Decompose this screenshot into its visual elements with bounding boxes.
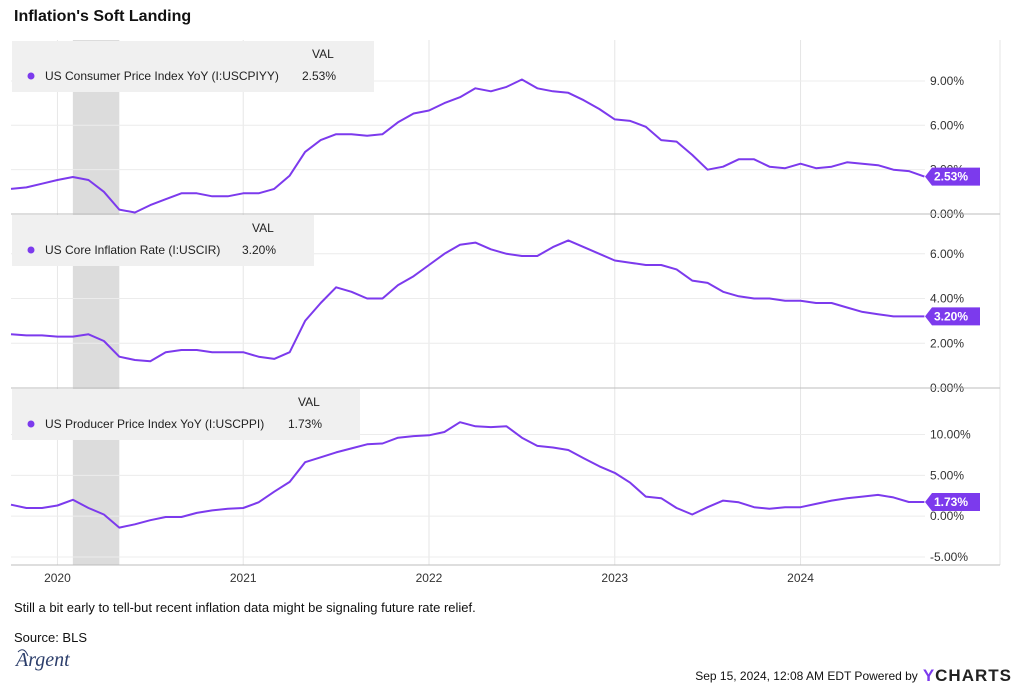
chart-caption: Still a bit early to tell-but recent inf… [14, 600, 476, 615]
y-tick-label: 4.00% [930, 292, 964, 306]
legend-value: 2.53% [302, 69, 336, 83]
legend-box [12, 215, 314, 266]
legend-header: VAL [312, 47, 334, 61]
legend-series-name: US Producer Price Index YoY (I:USCPPI) [45, 417, 264, 431]
chart-title: Inflation's Soft Landing [14, 8, 192, 25]
footer: Sep 15, 2024, 12:08 AM EDT Powered by YC… [695, 666, 1012, 686]
last-value-label: 1.73% [934, 495, 968, 509]
legend-box [12, 41, 374, 92]
x-tick-label: 2022 [416, 571, 443, 585]
series-line [10, 239, 925, 363]
svg-text:Argent: Argent [14, 649, 70, 671]
y-tick-label: 9.00% [930, 74, 964, 88]
legend-box [12, 389, 360, 440]
y-tick-label: 6.00% [930, 118, 964, 132]
last-value-badge [925, 307, 980, 326]
legend-series-name: US Consumer Price Index YoY (I:USCPIYY) [45, 69, 279, 83]
recession-band [72, 40, 120, 565]
argent-logo: Argent [14, 646, 74, 681]
y-tick-label: 5.00% [930, 468, 964, 482]
legend-header: VAL [298, 395, 320, 409]
legend-value: 1.73% [288, 417, 322, 431]
ycharts-logo[interactable]: YCHARTS [922, 666, 1012, 685]
source-note: Source: BLS [14, 630, 87, 645]
legend-marker [27, 72, 35, 80]
timestamp: Sep 15, 2024, 12:08 AM EDT Powered by [695, 669, 918, 683]
last-value-badge [925, 167, 980, 186]
y-tick-label: 2.00% [930, 336, 964, 350]
last-value-badge [925, 493, 980, 512]
y-tick-label: 0.00% [930, 509, 964, 523]
legend-value: 3.20% [242, 243, 276, 257]
legend-marker [27, 420, 35, 428]
y-tick-label: -5.00% [930, 550, 968, 564]
series-line [10, 421, 925, 529]
series-line [10, 78, 925, 214]
x-tick-label: 2020 [44, 571, 71, 585]
x-tick-label: 2021 [230, 571, 257, 585]
legend-marker [27, 246, 35, 254]
x-tick-label: 2023 [601, 571, 628, 585]
legend-header: VAL [252, 221, 274, 235]
y-tick-label: 10.00% [930, 427, 971, 441]
legend-series-name: US Core Inflation Rate (I:USCIR) [45, 243, 220, 257]
last-value-label: 2.53% [934, 170, 968, 184]
last-value-label: 3.20% [934, 309, 968, 323]
x-tick-label: 2024 [787, 571, 814, 585]
y-tick-label: 6.00% [930, 247, 964, 261]
